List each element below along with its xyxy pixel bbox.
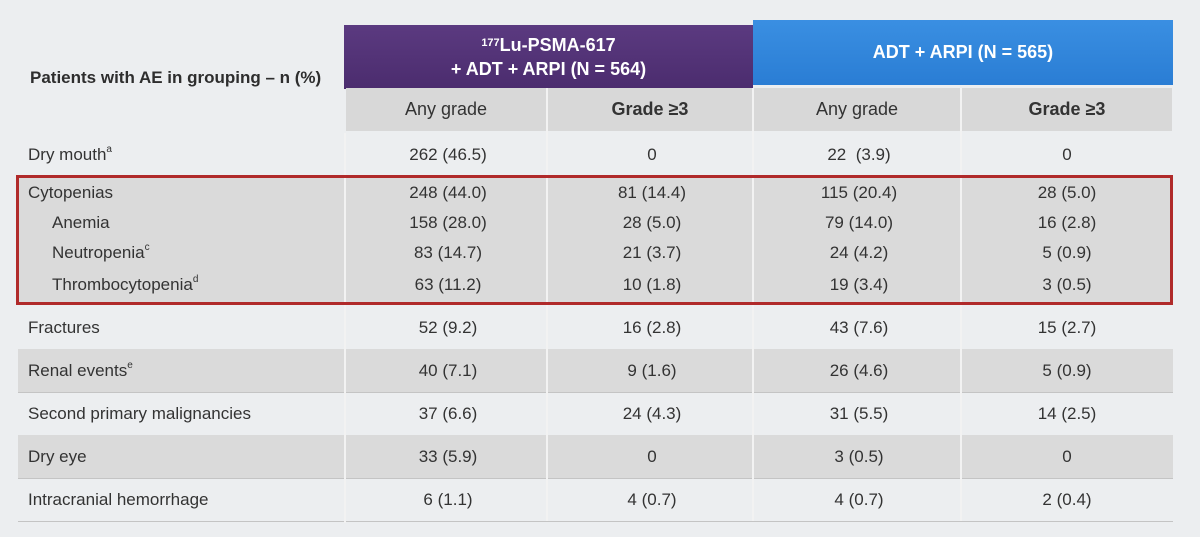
row-divider bbox=[18, 478, 1173, 479]
row-label-text: Cytopenias bbox=[28, 183, 114, 202]
group-header-adt: ADT + ARPI (N = 565) bbox=[753, 20, 1173, 85]
row-label-text: Neutropenia bbox=[52, 243, 145, 262]
row-label-text: Intracranial hemorrhage bbox=[28, 489, 209, 509]
row-label-text: Dry mouth bbox=[28, 144, 107, 164]
table-cell: 26 (4.6) bbox=[829, 360, 889, 380]
table-cell: 19 (3.4) bbox=[829, 275, 889, 294]
group-header-lu-psma: 177Lu-PSMA-617 + ADT + ARPI (N = 564) bbox=[344, 25, 753, 89]
row-label: Thrombocytopeniad bbox=[52, 274, 199, 295]
table-row: Cytopenias 248 (44.0) 81 (14.4) 115 (20.4) 2… bbox=[18, 178, 1173, 208]
row-divider bbox=[18, 521, 1173, 522]
table-row: Renal eventse 40 (7.1) 9 (1.6) 26 (4.6) 5 (0… bbox=[18, 349, 1173, 392]
table-cell: 3 (0.5) bbox=[834, 446, 884, 466]
table-row: Dry eye 33 (5.9) 0 3 (0.5) 0 bbox=[18, 435, 1173, 478]
table-cell: 28 (5.0) bbox=[622, 213, 682, 232]
table-cell: 10 (1.8) bbox=[622, 275, 682, 294]
table-cell: 248 (44.0) bbox=[409, 183, 487, 202]
table-row: Fractures 52 (9.2) 16 (2.8) 43 (7.6) 15 (2.7… bbox=[18, 307, 1173, 349]
table-row: Anemia 158 (28.0) 28 (5.0) 79 (14.0) 16 (2.8… bbox=[18, 208, 1173, 238]
table-row: Intracranial hemorrhage 6 (1.1) 4 (0.7) 4 (… bbox=[18, 478, 1173, 521]
table-cell: 14 (2.5) bbox=[1037, 403, 1097, 423]
row-label: Renal eventse bbox=[28, 359, 133, 381]
table-cell: 28 (5.0) bbox=[1037, 183, 1097, 202]
table-cell: 3 (0.5) bbox=[1042, 275, 1092, 294]
table-cell: 40 (7.1) bbox=[418, 360, 478, 380]
row-label-text: Dry eye bbox=[28, 446, 87, 466]
row-label: Neutropeniac bbox=[52, 242, 150, 263]
table-row: Dry moutha 262 (46.5) 0 22 (3.9) 0 bbox=[18, 133, 1173, 176]
table-cell: 5 (0.9) bbox=[1042, 360, 1092, 380]
row-label: Dry eye bbox=[28, 447, 87, 467]
table-cell: 83 (14.7) bbox=[413, 243, 483, 262]
table-cell: 21 (3.7) bbox=[622, 243, 682, 262]
row-label-text: Thrombocytopenia bbox=[52, 275, 193, 294]
table-cell: 63 (11.2) bbox=[414, 275, 482, 294]
table-cell: 79 (14.0) bbox=[824, 213, 894, 232]
row-label: Anemia bbox=[52, 213, 110, 233]
row-label-text: Fractures bbox=[28, 318, 100, 337]
table-cell: 262 (46.5) bbox=[409, 144, 487, 164]
table-row: Thrombocytopeniad 63 (11.2) 10 (1.8) 19 (3.… bbox=[18, 268, 1173, 302]
footnote-marker: a bbox=[106, 143, 112, 155]
row-divider bbox=[18, 392, 1173, 393]
header-label: Patients with AE in grouping – n (%) bbox=[30, 68, 322, 87]
subheader-adt-grade3: Grade ≥3 bbox=[962, 88, 1172, 131]
table-cell: 0 bbox=[1062, 446, 1072, 466]
subheader-lu-any-grade: Any grade bbox=[346, 88, 546, 131]
table-cell: 2 (0.4) bbox=[1042, 489, 1092, 509]
row-label: Dry moutha bbox=[28, 143, 112, 165]
row-label-text: Renal events bbox=[28, 360, 128, 380]
table-cell: 22 (3.9) bbox=[827, 144, 891, 164]
table-cell: 33 (5.9) bbox=[418, 446, 478, 466]
group-lu-line1: 177Lu-PSMA-617 bbox=[344, 33, 753, 57]
table-cell: 158 (28.0) bbox=[409, 213, 487, 232]
row-label-text: Second primary malignancies bbox=[28, 403, 251, 423]
table-row: Neutropeniac 83 (14.7) 21 (3.7) 24 (4.2) 5 (… bbox=[18, 238, 1173, 268]
table-cell: 24 (4.3) bbox=[622, 403, 682, 423]
table-cell: 16 (2.8) bbox=[1037, 213, 1097, 232]
table-cell: 4 (0.7) bbox=[627, 489, 677, 509]
subheader-lu-grade3: Grade ≥3 bbox=[548, 88, 752, 131]
row-label: Cytopenias bbox=[28, 183, 113, 203]
group-lu-name: Lu-PSMA-617 bbox=[499, 35, 616, 55]
table-cell: 0 bbox=[647, 446, 657, 466]
table-cell: 81 (14.4) bbox=[617, 183, 687, 202]
table-cell: 31 (5.5) bbox=[829, 403, 889, 423]
table-cell: 15 (2.7) bbox=[1037, 318, 1097, 337]
table-cell: 9 (1.6) bbox=[627, 360, 677, 380]
table-cell: 115 (20.4) bbox=[820, 183, 898, 202]
footnote-marker: c bbox=[144, 242, 150, 253]
group-adt-label: ADT + ARPI (N = 565) bbox=[872, 42, 1054, 62]
group-lu-sup: 177 bbox=[481, 37, 500, 49]
table-cell: 5 (0.9) bbox=[1042, 243, 1092, 262]
table-cell: 16 (2.8) bbox=[622, 318, 682, 337]
table-cell: 6 (1.1) bbox=[423, 489, 473, 509]
table-cell: 4 (0.7) bbox=[834, 489, 884, 509]
row-label: Fractures bbox=[28, 318, 100, 338]
footnote-marker: e bbox=[127, 359, 133, 371]
footnote-marker: d bbox=[192, 274, 199, 285]
table-cell: 0 bbox=[1062, 144, 1072, 164]
table-cell: 24 (4.2) bbox=[829, 243, 889, 262]
table-cell: 52 (9.2) bbox=[418, 318, 478, 337]
row-label: Intracranial hemorrhage bbox=[28, 490, 208, 510]
group-lu-line2: + ADT + ARPI (N = 564) bbox=[450, 59, 647, 79]
table-cell: 0 bbox=[647, 144, 657, 164]
row-label-text: Anemia bbox=[52, 213, 110, 232]
row-label: Second primary malignancies bbox=[28, 404, 251, 424]
column-divider bbox=[344, 133, 346, 523]
table-row: Second primary malignancies 37 (6.6) 24 (4… bbox=[18, 392, 1173, 435]
table-cell: 37 (6.6) bbox=[418, 403, 478, 423]
table-cell: 43 (7.6) bbox=[829, 318, 889, 337]
subheader-adt-any-grade: Any grade bbox=[754, 88, 960, 131]
cytopenias-highlight-box bbox=[16, 175, 1173, 305]
